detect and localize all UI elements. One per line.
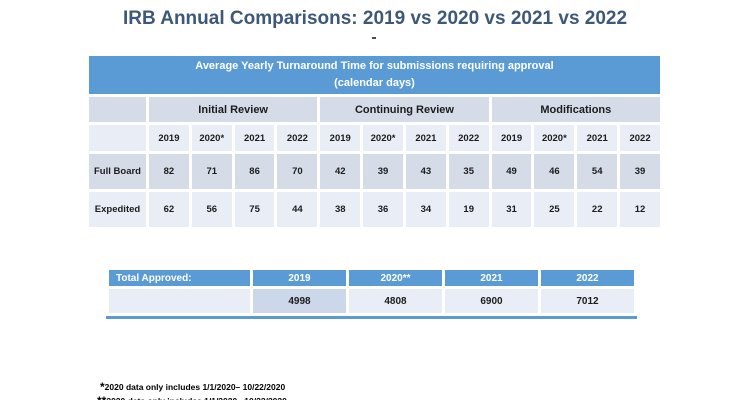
turnaround-title-line1: Average Yearly Turnaround Time for submi… [195, 59, 554, 72]
data-cell: 46 [531, 151, 578, 192]
year-header-cell: 2020* [531, 122, 578, 154]
data-cell: 62 [146, 189, 192, 230]
turnaround-title-line2: (calendar days) [334, 77, 415, 89]
year-header-cell: 2019 [317, 122, 364, 154]
data-cell: 70 [274, 151, 321, 192]
total-approved-2021: 6900 [442, 286, 541, 316]
data-cell: 34 [402, 189, 449, 230]
footnote-2020: *2020 data only includes 1/1/2020– 10/22… [100, 380, 285, 394]
group-header-row: Initial Review Continuing Review Modific… [86, 94, 664, 125]
year-header-cell: 2019 [146, 122, 192, 154]
turnaround-table: Average Yearly Turnaround Time for submi… [86, 53, 664, 230]
data-cell: 56 [188, 189, 235, 230]
totals-year-header: 2021 [442, 267, 541, 289]
totals-data-row: 4998 4808 6900 7012 [106, 286, 637, 316]
year-header-cell: 2020* [360, 122, 406, 154]
corner-cell [86, 94, 149, 125]
stray-dot [372, 37, 376, 39]
data-cell: 86 [231, 151, 278, 192]
footnote-text: 2020 data only includes 1/1/2020– 10/22/… [104, 382, 286, 392]
data-cell: 36 [360, 189, 406, 230]
year-header-cell: 2022 [274, 122, 321, 154]
totals-header-row: Total Approved: 2019 2020** 2021 2022 [106, 267, 637, 289]
empty-cell [106, 286, 253, 316]
footnote-2020-cutoff: **2020 data only includes 1/1/2020– 10/2… [97, 394, 287, 400]
turnaround-table-title: Average Yearly Turnaround Time for submi… [86, 53, 663, 97]
total-approved-2022: 7012 [538, 286, 637, 316]
totals-label: Total Approved: [106, 267, 253, 289]
totals-year-header: 2022 [538, 267, 637, 289]
data-cell: 54 [574, 151, 621, 192]
data-cell: 39 [360, 151, 406, 192]
data-cell: 39 [617, 151, 663, 192]
data-cell: 44 [274, 189, 321, 230]
slide-title: IRB Annual Comparisons: 2019 vs 2020 vs … [122, 8, 628, 29]
years-header-row: 2019 2020* 2021 2022 2019 2020* 2021 202… [86, 122, 663, 154]
group-header-continuing-review: Continuing Review [317, 94, 492, 125]
footnote2-text: 2020 data only includes 1/1/2020– 10/22/… [106, 396, 287, 400]
year-header-cell: 2021 [231, 122, 278, 154]
year-header-cell: 2021 [402, 122, 449, 154]
data-cell: 75 [231, 189, 278, 230]
data-cell: 42 [317, 151, 364, 192]
data-cell: 38 [317, 189, 364, 230]
total-approved-2020: 4808 [346, 286, 445, 316]
row-label-expedited: Expedited [86, 189, 149, 230]
turnaround-header-row: Average Yearly Turnaround Time for submi… [86, 53, 663, 97]
totals-year-header: 2020** [346, 267, 445, 289]
data-cell: 12 [617, 189, 663, 230]
data-cell: 82 [146, 151, 192, 192]
year-header-cell: 2022 [445, 122, 492, 154]
year-header-cell: 2022 [617, 122, 663, 154]
data-cell: 31 [488, 189, 535, 230]
corner-cell [86, 122, 149, 154]
year-header-cell: 2021 [574, 122, 621, 154]
year-header-cell: 2019 [488, 122, 535, 154]
data-cell: 22 [574, 189, 621, 230]
footnote2-asterisk: ** [97, 394, 106, 400]
totals-table: Total Approved: 2019 2020** 2021 2022 49… [106, 267, 637, 316]
data-cell: 25 [531, 189, 578, 230]
data-cell: 35 [445, 151, 492, 192]
group-header-initial-review: Initial Review [145, 94, 321, 125]
data-cell: 71 [188, 151, 235, 192]
totals-year-header: 2019 [250, 267, 349, 289]
footnote-asterisk: * [100, 380, 105, 394]
full-board-row: Full Board 82 71 86 70 42 39 43 35 49 46… [86, 151, 663, 192]
totals-table-wrapper: Total Approved: 2019 2020** 2021 2022 49… [106, 267, 637, 319]
year-header-cell: 2020* [188, 122, 235, 154]
data-cell: 43 [402, 151, 449, 192]
total-approved-2019: 4998 [250, 286, 349, 316]
group-header-modifications: Modifications [488, 94, 664, 125]
data-cell: 49 [488, 151, 535, 192]
expedited-row: Expedited 62 56 75 44 38 36 34 19 31 25 … [86, 189, 663, 230]
data-cell: 19 [445, 189, 492, 230]
row-label-full-board: Full Board [86, 151, 149, 192]
